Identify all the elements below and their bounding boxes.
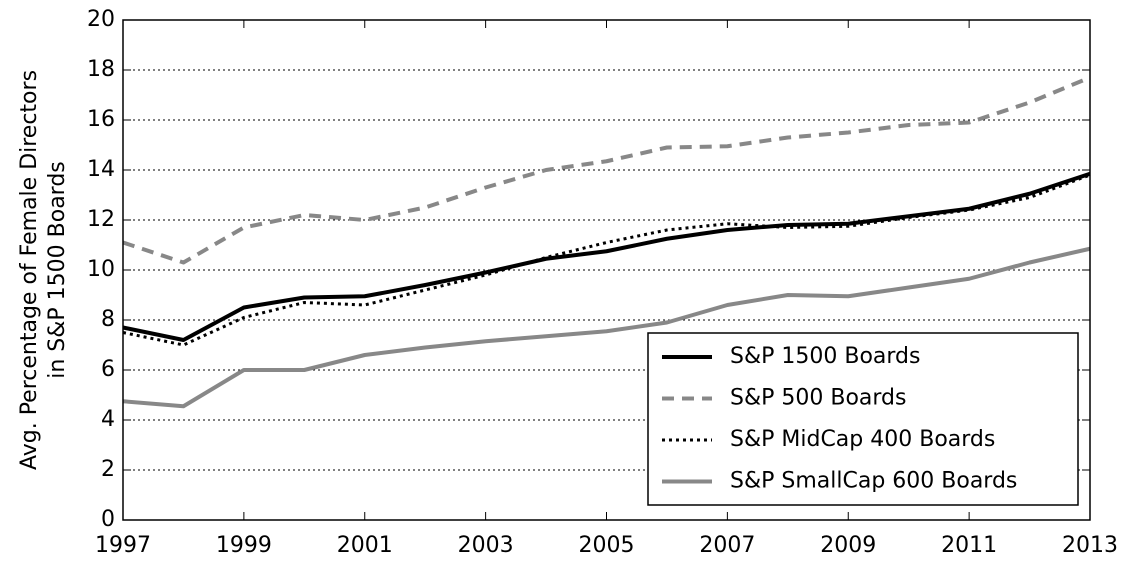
x-tick-label: 2003	[458, 533, 514, 558]
series-line	[122, 171, 1091, 342]
y-tick-label: 0	[101, 507, 115, 532]
series-line	[122, 173, 1091, 347]
legend-label: S&P MidCap 400 Boards	[730, 427, 995, 452]
y-tick-label: 2	[101, 457, 115, 482]
y-axis-label: Avg. Percentage of Female Directors	[17, 70, 42, 470]
y-tick-label: 12	[87, 207, 115, 232]
y-tick-label: 4	[101, 407, 115, 432]
y-tick-label: 6	[101, 357, 115, 382]
x-tick-label: 2005	[579, 533, 635, 558]
y-tick-label: 10	[87, 257, 115, 282]
legend-label: S&P 500 Boards	[730, 386, 906, 411]
x-tick-label: 2007	[699, 533, 755, 558]
legend-label: S&P 1500 Boards	[730, 344, 920, 369]
y-tick-label: 14	[87, 157, 115, 182]
x-tick-label: 2013	[1062, 533, 1118, 558]
series-line	[122, 246, 1091, 409]
x-tick-label: 2011	[941, 533, 997, 558]
legend-label: S&P SmallCap 600 Boards	[730, 469, 1017, 494]
y-tick-label: 20	[87, 7, 115, 32]
x-tick-label: 1999	[216, 533, 272, 558]
y-tick-label: 16	[87, 107, 115, 132]
legend: S&P 1500 Boards S&P 500 Boards S&P MidCap …	[647, 332, 1079, 506]
x-tick-label: 2009	[820, 533, 876, 558]
legend-box	[647, 332, 1079, 506]
plot-frame	[122, 19, 1091, 521]
y-tick-label: 18	[87, 57, 115, 82]
x-tick-label: 1997	[95, 533, 151, 558]
y-axis-label: in S&P 1500 Boards	[45, 161, 70, 379]
x-tick-label: 2001	[337, 533, 393, 558]
y-tick-label: 8	[101, 307, 115, 332]
series-line	[122, 75, 1091, 265]
